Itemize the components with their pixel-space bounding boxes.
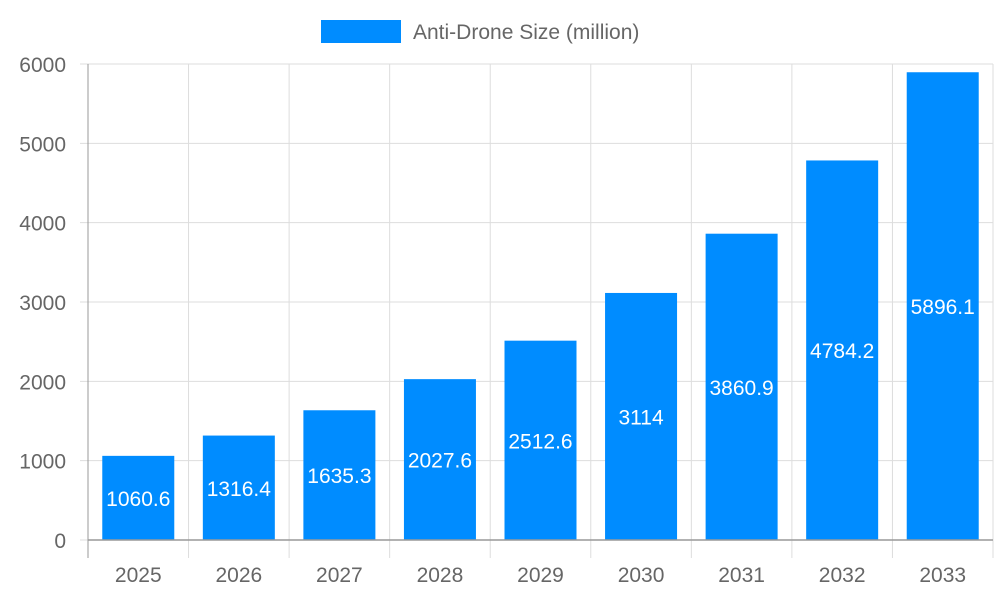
gridlines <box>80 63 994 558</box>
bar-2026 <box>202 435 275 540</box>
bar-2025 <box>102 455 175 540</box>
bar-2033 <box>906 72 979 540</box>
x-tick-label: 2025 <box>115 564 162 587</box>
legend: Anti-Drone Size (million) <box>321 20 639 44</box>
x-tick-label: 2029 <box>517 564 564 587</box>
data-label-2031: 3860.9 <box>709 377 773 400</box>
bar-2032 <box>806 160 879 540</box>
bar-2029 <box>504 340 577 540</box>
y-tick-label: 0 <box>54 530 66 553</box>
axes: 0 1000 2000 3000 4000 5000 6000 2025 2026 2027 202… <box>19 54 993 587</box>
data-label-2030: 3114 <box>618 406 663 429</box>
y-tick-label: 6000 <box>19 54 66 77</box>
data-label-2028: 2027.6 <box>408 450 472 473</box>
x-tick-label: 2027 <box>316 564 363 587</box>
x-tick-label: 2031 <box>718 564 765 587</box>
bars: 1060.6 1316.4 1635.3 2027.6 2512.6 3114 3860.9… <box>102 72 979 540</box>
bar-2031 <box>705 233 778 540</box>
y-tick-label: 1000 <box>19 451 66 474</box>
bar-2030 <box>605 292 678 540</box>
x-tick-label: 2030 <box>618 564 665 587</box>
data-label-2029: 2512.6 <box>508 430 572 453</box>
legend-swatch <box>321 20 401 43</box>
x-tick-label: 2033 <box>919 564 966 587</box>
x-tick-label: 2026 <box>215 564 262 587</box>
legend-label: Anti-Drone Size (million) <box>413 21 639 44</box>
y-tick-label: 3000 <box>19 292 66 315</box>
data-label-2033: 5896.1 <box>911 296 975 319</box>
data-label-2025: 1060.6 <box>106 488 170 511</box>
bar-2028 <box>403 379 476 540</box>
y-tick-label: 2000 <box>19 371 66 394</box>
bar-2027 <box>303 410 376 540</box>
y-tick-label: 5000 <box>19 133 66 156</box>
data-label-2026: 1316.4 <box>207 478 272 501</box>
y-tick-label: 4000 <box>19 213 66 236</box>
x-tick-label: 2028 <box>417 564 464 587</box>
x-tick-label: 2032 <box>819 564 866 587</box>
data-label-2032: 4784.2 <box>810 340 874 363</box>
data-label-2027: 1635.3 <box>307 465 371 488</box>
